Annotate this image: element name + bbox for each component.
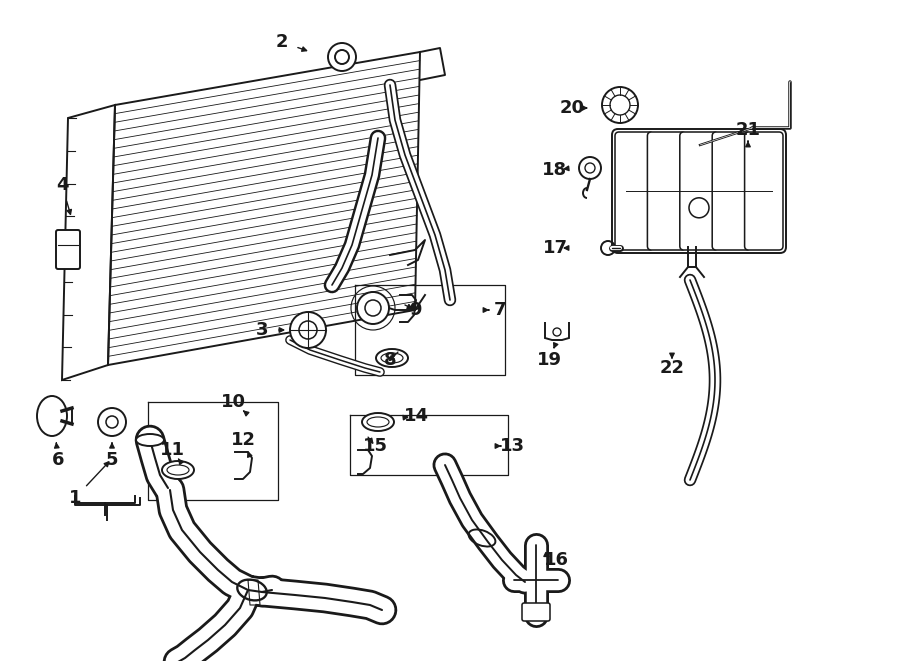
Text: 1: 1 — [68, 489, 81, 507]
Circle shape — [602, 87, 638, 123]
Text: 13: 13 — [500, 437, 525, 455]
FancyBboxPatch shape — [680, 132, 718, 250]
Text: 14: 14 — [403, 407, 428, 425]
Text: 7: 7 — [494, 301, 506, 319]
Text: 2: 2 — [275, 33, 288, 51]
Text: 11: 11 — [159, 441, 184, 459]
Text: 20: 20 — [560, 99, 584, 117]
Text: 22: 22 — [660, 359, 685, 377]
Text: 8: 8 — [383, 351, 396, 369]
Text: 5: 5 — [106, 451, 118, 469]
Ellipse shape — [37, 396, 67, 436]
FancyBboxPatch shape — [522, 603, 550, 621]
Ellipse shape — [136, 434, 164, 446]
FancyBboxPatch shape — [615, 132, 653, 250]
Text: 15: 15 — [363, 437, 388, 455]
Circle shape — [290, 312, 326, 348]
Circle shape — [328, 43, 356, 71]
FancyBboxPatch shape — [647, 132, 686, 250]
Text: 18: 18 — [542, 161, 567, 179]
FancyBboxPatch shape — [56, 230, 80, 269]
Text: 19: 19 — [536, 351, 562, 369]
Text: 16: 16 — [544, 551, 569, 569]
Text: 10: 10 — [220, 393, 246, 411]
Text: 3: 3 — [256, 321, 268, 339]
Text: 12: 12 — [230, 431, 256, 449]
Circle shape — [579, 157, 601, 179]
FancyBboxPatch shape — [712, 132, 751, 250]
Ellipse shape — [162, 461, 194, 479]
Text: 6: 6 — [52, 451, 64, 469]
Text: 9: 9 — [409, 301, 421, 319]
Circle shape — [98, 408, 126, 436]
Text: 17: 17 — [543, 239, 568, 257]
Ellipse shape — [376, 349, 408, 367]
Text: 4: 4 — [56, 176, 68, 194]
FancyBboxPatch shape — [744, 132, 783, 250]
Text: 21: 21 — [735, 121, 760, 139]
Circle shape — [357, 292, 389, 324]
Ellipse shape — [362, 413, 394, 431]
